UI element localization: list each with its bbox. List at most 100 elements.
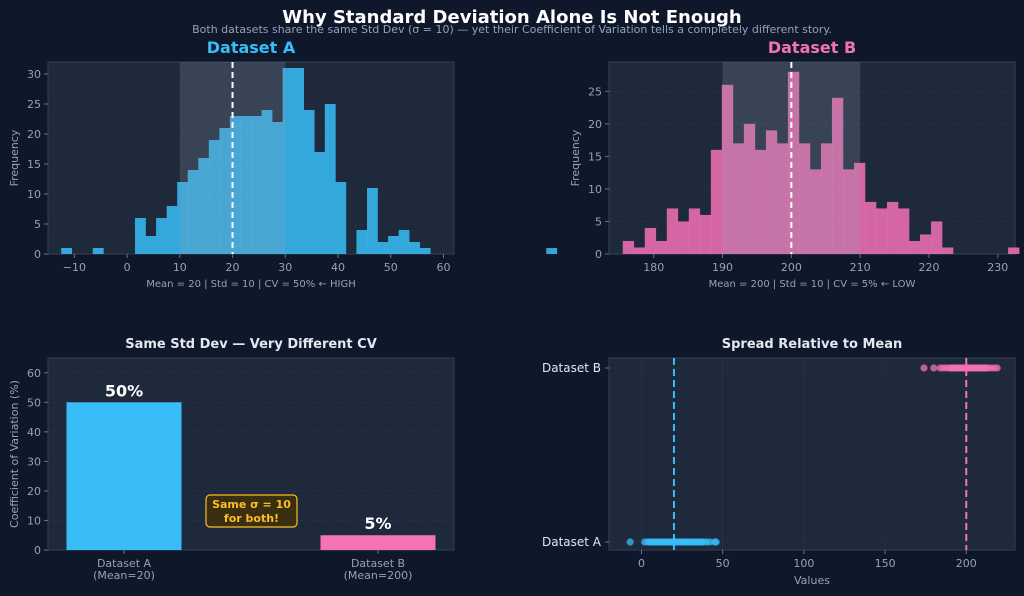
cv-xtick-label: (Mean=200) xyxy=(344,569,413,582)
spread-xtick-label: 150 xyxy=(875,557,896,570)
hist-b-xtick-label: 210 xyxy=(850,261,871,274)
hist-a-bar xyxy=(419,248,431,254)
hist-a-bar xyxy=(546,248,558,254)
cv-ytick-label: 60 xyxy=(27,367,41,380)
spread-title: Spread Relative to Mean xyxy=(722,337,903,352)
hist-a-bar xyxy=(293,68,305,254)
figure-subtitle: Both datasets share the same Std Dev (σ … xyxy=(192,23,832,36)
spread-xlabel: Values xyxy=(794,574,830,587)
hist-a-ytick-label: 30 xyxy=(27,68,41,81)
cv-bar xyxy=(320,535,436,550)
hist-a-xtick-label: 60 xyxy=(436,261,450,274)
hist-b-bar xyxy=(864,201,877,254)
hist-a-bar xyxy=(187,170,199,254)
hist-a-panel: 0 5 10 15 20 25 30 −10 0 10 20 30 40 50 60 Dataset A Fre… xyxy=(8,38,558,290)
spread-point xyxy=(626,538,634,546)
figure-title: Why Standard Deviation Alone Is Not Enou… xyxy=(282,7,741,28)
hist-b-bar xyxy=(809,169,822,254)
hist-b-bar xyxy=(1008,247,1020,254)
spread-xtick-label: 0 xyxy=(638,557,645,570)
hist-b-bar xyxy=(887,201,899,254)
cv-panel: 0 10 20 30 40 50 60 50% Dataset A(Mean=20) 5% Data… xyxy=(8,337,455,582)
hist-b-xtick-label: 220 xyxy=(918,261,939,274)
hist-a-ytick-label: 5 xyxy=(34,218,41,231)
spread-point xyxy=(993,364,1001,372)
hist-b-ytick-label: 0 xyxy=(595,248,602,261)
cv-ytick-label: 20 xyxy=(27,485,41,498)
hist-a-bar xyxy=(272,122,283,254)
hist-b-bar xyxy=(831,97,844,255)
hist-a-bar xyxy=(314,152,326,254)
hist-b-bar xyxy=(721,84,734,254)
hist-b-xtick-label: 200 xyxy=(781,261,802,274)
cv-title: Same Std Dev — Very Different CV xyxy=(125,337,377,352)
spread-ytick-label: Dataset B xyxy=(542,361,601,375)
hist-a-xlabel: Mean = 20 | Std = 10 | CV = 50% ← HIGH xyxy=(146,279,356,290)
spread-panel: 0 50 100 150 200 Dataset A Dataset B Spread Rel… xyxy=(542,337,1016,587)
hist-a-ytick-label: 25 xyxy=(27,98,41,111)
spread-xtick-label: 50 xyxy=(716,557,730,570)
hist-b-bar xyxy=(677,221,690,254)
hist-a-bar xyxy=(135,218,146,254)
hist-a-bar xyxy=(377,242,389,254)
hist-b-bar xyxy=(842,169,855,254)
cv-ytick-label: 30 xyxy=(27,455,41,468)
hist-a-xtick-label: −10 xyxy=(63,261,86,274)
hist-a-bar xyxy=(303,110,315,254)
hist-a-bar xyxy=(229,116,241,254)
hist-b-bar xyxy=(765,130,778,254)
hist-b-ytick-label: 15 xyxy=(588,150,602,163)
hist-b-bar xyxy=(754,149,767,254)
spread-point xyxy=(712,538,720,546)
cv-annotation-text: Same σ = 10 xyxy=(212,498,291,511)
hist-a-bar xyxy=(177,182,189,254)
hist-b-xtick-label: 180 xyxy=(643,261,664,274)
spread-point xyxy=(930,364,938,372)
hist-b-xtick-label: 230 xyxy=(987,261,1008,274)
hist-b-xtick-label: 190 xyxy=(712,261,733,274)
hist-a-ytick-label: 15 xyxy=(27,158,41,171)
cv-ytick-label: 40 xyxy=(27,426,41,439)
hist-a-xtick-label: 10 xyxy=(173,261,187,274)
hist-b-ytick-label: 25 xyxy=(588,85,602,98)
hist-b-ytick-label: 10 xyxy=(588,183,602,196)
hist-a-bar xyxy=(156,218,167,254)
hist-a-bar xyxy=(61,248,73,254)
hist-b-bar xyxy=(820,143,833,254)
hist-b-bar xyxy=(909,240,921,254)
hist-a-ylabel: Frequency xyxy=(8,129,21,186)
hist-b-bar xyxy=(776,143,789,254)
cv-ytick-label: 0 xyxy=(34,544,41,557)
hist-a-ytick-label: 10 xyxy=(27,188,41,201)
hist-a-bar xyxy=(282,68,294,254)
spread-ytick-label: Dataset A xyxy=(542,535,602,549)
cv-bar-value-label: 50% xyxy=(105,381,143,400)
hist-a-bar xyxy=(240,116,252,254)
hist-a-bar xyxy=(261,110,273,254)
cv-xtick-label: Dataset A xyxy=(97,557,152,570)
spread-plot-area xyxy=(608,357,1016,551)
hist-a-bar xyxy=(219,128,231,254)
hist-b-bar xyxy=(622,240,635,254)
hist-b-xlabel: Mean = 200 | Std = 10 | CV = 5% ← LOW xyxy=(709,279,916,290)
hist-b-bar xyxy=(688,208,701,254)
hist-a-xtick-label: 40 xyxy=(331,261,345,274)
hist-b-bar xyxy=(633,247,646,254)
hist-a-bar xyxy=(367,188,378,254)
hist-a-ytick-label: 0 xyxy=(34,248,41,261)
hist-b-bar xyxy=(743,123,756,254)
hist-a-bar xyxy=(409,242,421,254)
hist-a-bar xyxy=(398,230,410,254)
hist-a-bar xyxy=(251,116,262,254)
cv-ylabel: Coefficient of Variation (%) xyxy=(8,380,21,528)
hist-a-bar xyxy=(145,236,157,254)
hist-b-title: Dataset B xyxy=(768,38,856,57)
hist-b-panel: 0 5 10 15 20 25 180 190 200 210 220 230 Dataset B Fre… xyxy=(569,38,1020,290)
spread-point xyxy=(920,364,928,372)
hist-b-bar xyxy=(699,214,712,254)
hist-b-bar xyxy=(732,143,745,254)
hist-b-ytick-label: 20 xyxy=(588,118,602,131)
hist-b-bar xyxy=(787,71,800,254)
hist-a-xtick-label: 0 xyxy=(124,261,131,274)
